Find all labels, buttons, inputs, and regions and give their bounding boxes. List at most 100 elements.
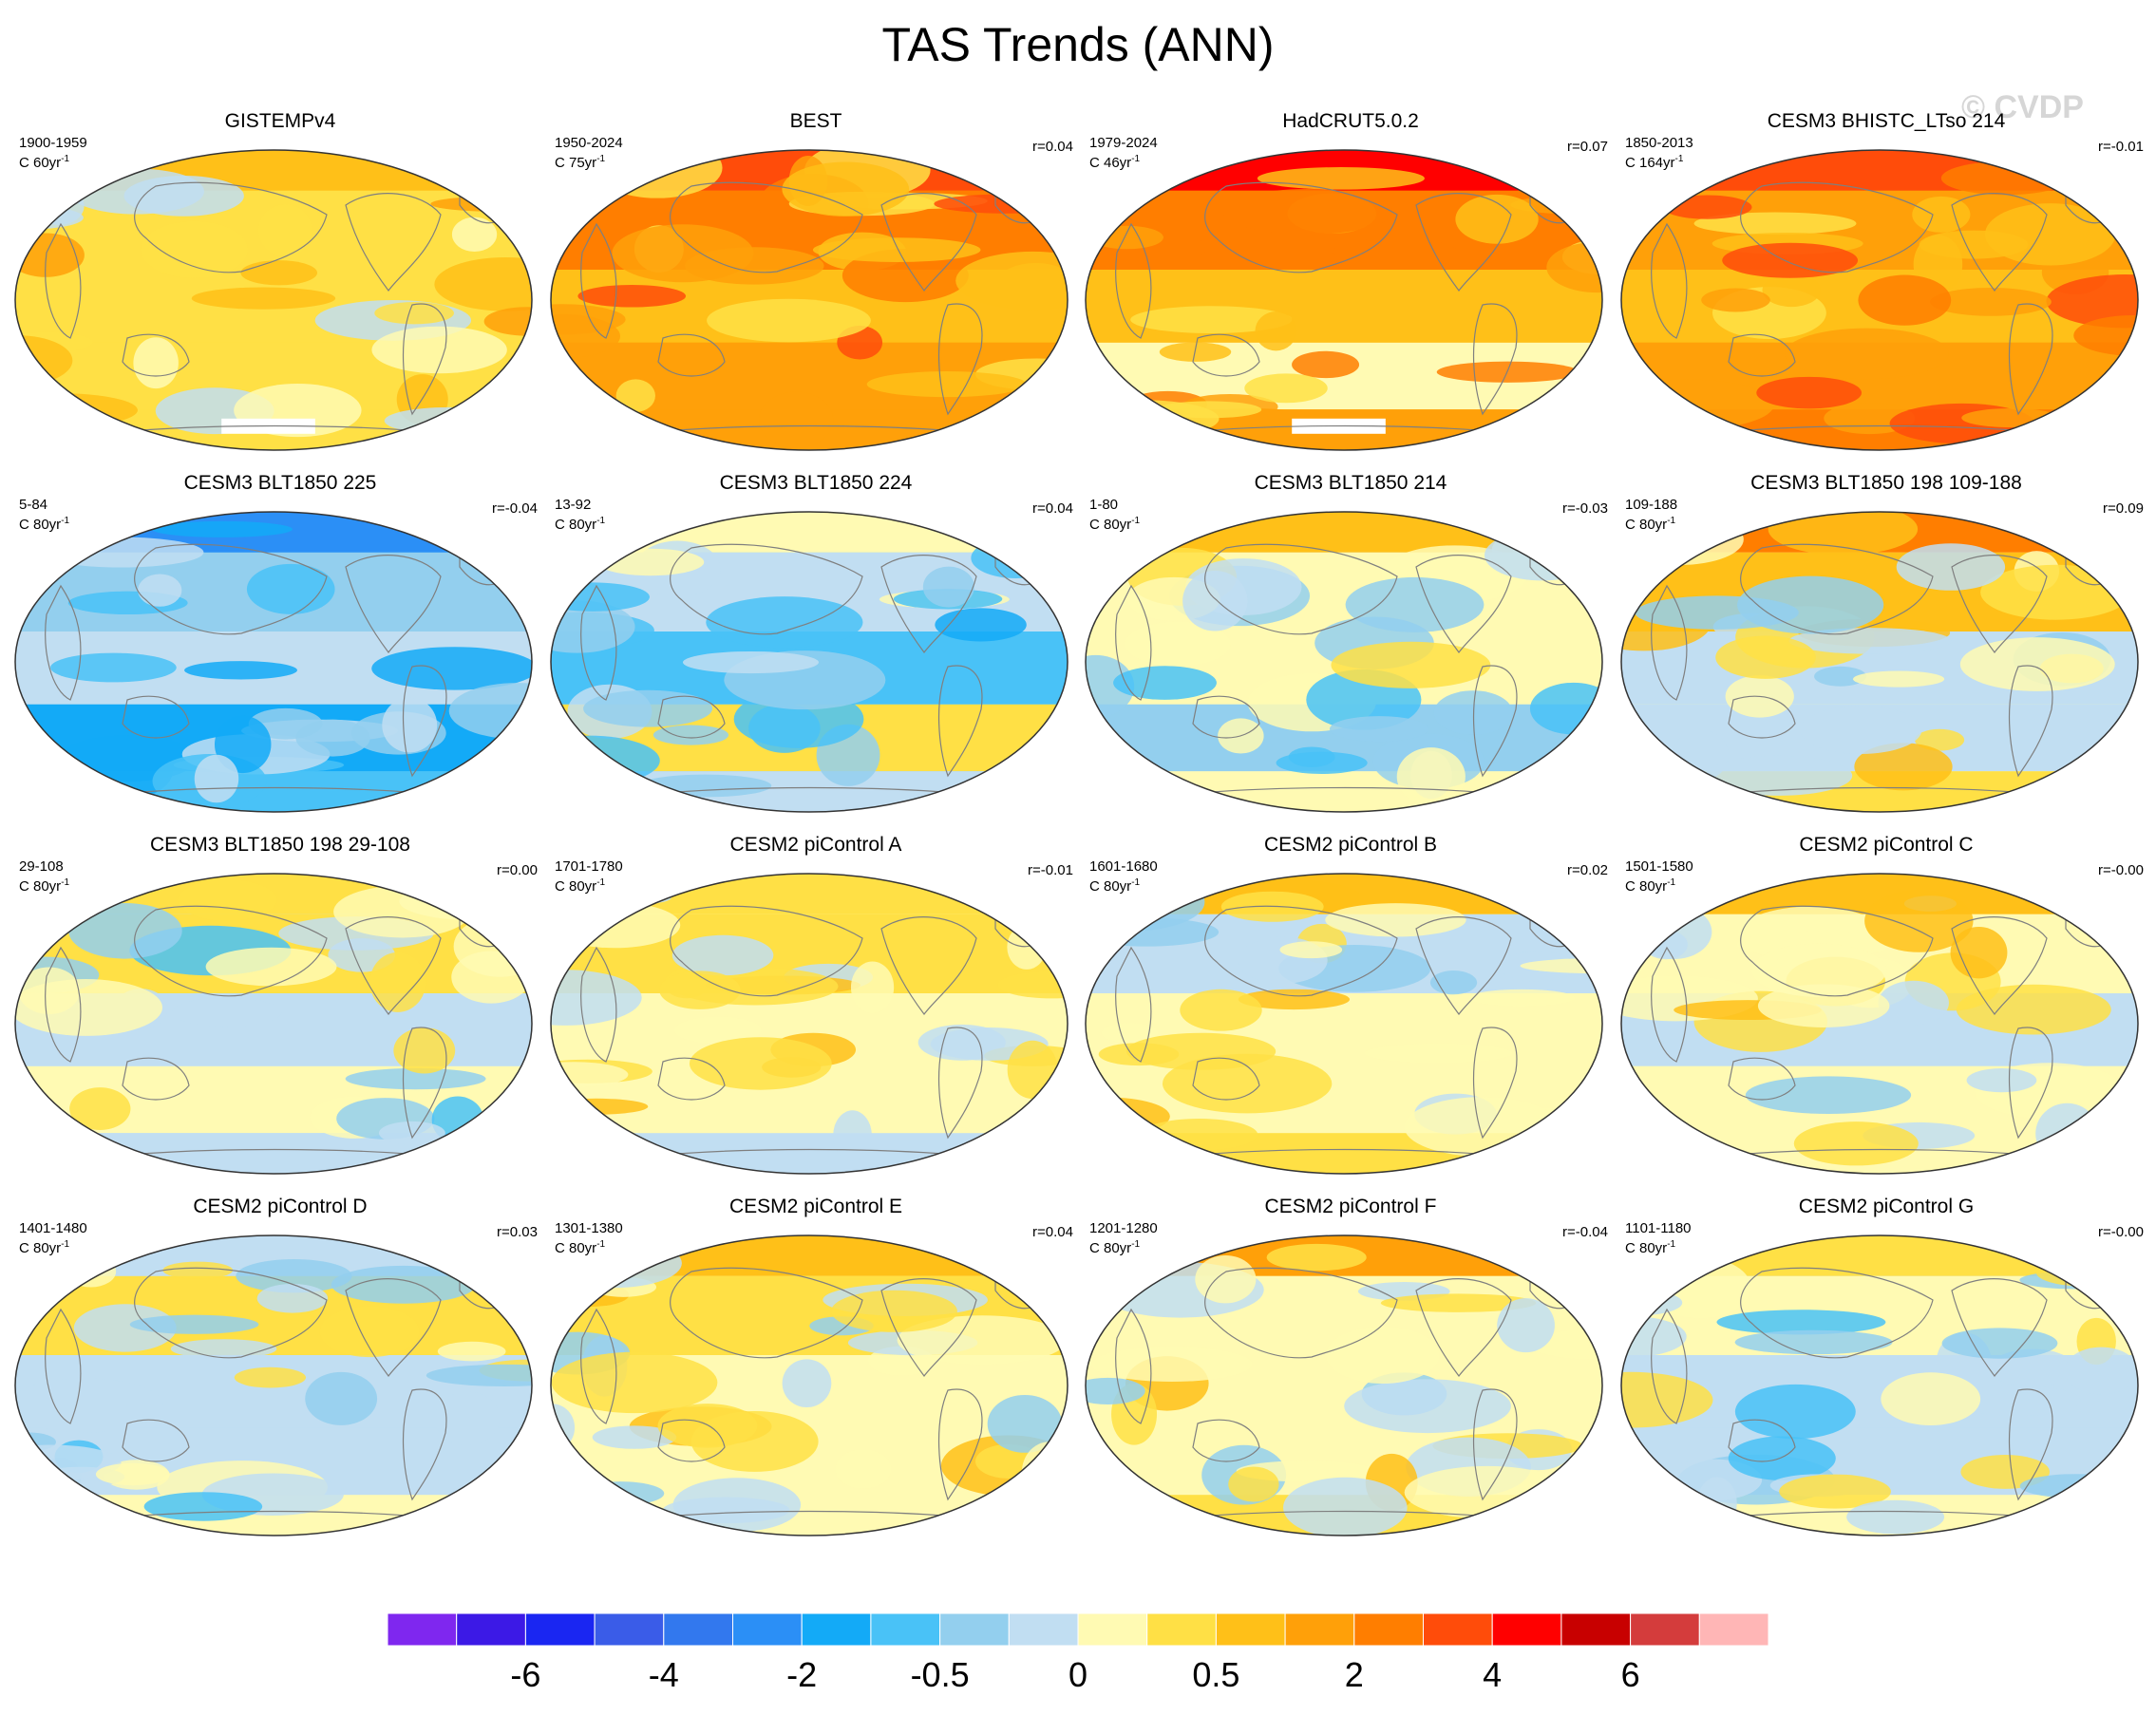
anomaly-blob [1283,1477,1408,1536]
anomaly-blob [95,1462,170,1486]
map-panel: CESM2 piControl G 1101-1180 C 80yr-1 r=-0.0… [1619,1196,2153,1537]
anomaly-blob [467,512,532,562]
anomaly-blob [246,563,335,614]
anomaly-blob [1266,1243,1367,1272]
coastline [1415,1278,1512,1377]
correlation-label: r=0.02 [1567,862,1608,878]
units-label: C 80yr-1 [555,516,606,533]
colorbar-box [732,1613,803,1646]
coastline [1740,905,1934,997]
map-panel: CESM3 BLT1850 224 13-92 C 80yr-1 r=0.04 [549,472,1083,814]
map-border [1620,511,2139,813]
anomaly-blob [551,1351,718,1414]
trend-map [1620,873,2139,1175]
anomaly-blob [143,1492,263,1521]
band-antarctica [15,771,532,812]
units-label: C 80yr-1 [555,877,606,895]
anomaly-blob [1344,1379,1511,1434]
map-panel: CESM3 BHISTC_LTso 214 1850-2013 C 164yr-1 r… [1619,110,2153,452]
coastline [1178,1510,1512,1519]
coastline [1651,584,1688,701]
coastline [1740,1267,1934,1359]
coastline [657,1419,726,1462]
panel-title: CESM2 piControl B [1263,834,1438,856]
coastline [2008,1027,2053,1140]
panel-title: BEST [789,110,842,132]
period-label: 1-80 [1089,497,1119,513]
coastline [1192,333,1260,377]
anomaly-blob [833,1110,872,1161]
anomaly-blob [577,285,687,308]
anomaly-blob [1940,160,2071,196]
panel-title: CESM3 BLT1850 224 [719,472,913,494]
anomaly-blob [1846,1499,1945,1535]
anomaly-blob [1705,755,1853,796]
coastline [1415,555,1512,653]
coastline [937,303,983,416]
colorbar-box [870,1613,941,1646]
map-border [1620,1234,2139,1536]
map-border [550,511,1069,813]
anomaly-blob [1858,274,1952,326]
anomaly-blob [1990,1348,2075,1388]
anomaly-blob [1329,716,1429,743]
anomaly-blob [592,1425,677,1449]
coastline [1951,555,2048,653]
coastline [402,1388,447,1501]
anomaly-blob [748,703,821,753]
units-label: C 80yr-1 [1089,877,1141,895]
anomaly-blob [1800,706,1922,754]
coastline [122,1057,190,1101]
anomaly-blob [1881,1372,1981,1426]
anomaly-blob [1701,288,1770,312]
anomaly-blob [1853,670,1945,688]
coastline [45,222,82,339]
coastline [1651,1308,1688,1424]
anomaly-blob [506,739,532,781]
band-arctic [551,874,1068,914]
anomaly-blob [561,158,621,198]
anomaly-blob [1864,890,1974,952]
map-panel: CESM2 piControl A 1701-1780 C 80yr-1 r=-0.0… [549,834,1083,1176]
anomaly-blob [68,903,182,959]
colorbar-box [939,1613,1010,1646]
colorbar-box [1491,1613,1562,1646]
anomaly-blob [551,970,642,1026]
period-label: 5-84 [19,497,48,513]
anomaly-blob [657,1404,758,1448]
coastline [1472,303,1518,416]
anomaly-blob [1484,530,1600,581]
anomaly-blob [652,725,729,745]
coastline [1415,193,1512,292]
coastline [2008,665,2053,778]
anomaly-blob [707,298,871,343]
coastline [657,695,726,739]
coastline [122,333,190,377]
colorbar-box [1215,1613,1286,1646]
map-panel: CESM3 BLT1850 198 29-108 29-108 C 80yr-1 r=… [13,834,547,1176]
anomaly-blob [551,600,635,653]
anomaly-blob [256,1283,329,1313]
period-label: 1850-2013 [1625,135,1693,151]
anomaly-blob [1728,1436,1836,1480]
anomaly-blob [1007,1040,1058,1100]
colorbar-box [1146,1613,1217,1646]
trend-map [550,873,1069,1175]
colorbar-tick-label: -6 [510,1655,541,1694]
coastline [1651,946,1688,1063]
anomaly-blob [1941,1328,2058,1359]
anomaly-blob [1332,237,1458,266]
anomaly-blob [551,1238,682,1289]
anomaly-blob [1984,203,2116,266]
anomaly-blob [551,763,626,793]
trend-map [1620,511,2139,813]
units-label: C 80yr-1 [1625,877,1676,895]
units-label: C 75yr-1 [555,154,606,171]
map-panel: CESM2 piControl C 1501-1580 C 80yr-1 r=-0.0… [1619,834,2153,1176]
anomaly-blob [236,1259,352,1293]
colorbar-box [456,1613,526,1646]
trend-map [550,511,1069,813]
coastline [134,905,328,997]
map-border [1620,873,2139,1175]
anomaly-blob [1244,373,1328,404]
